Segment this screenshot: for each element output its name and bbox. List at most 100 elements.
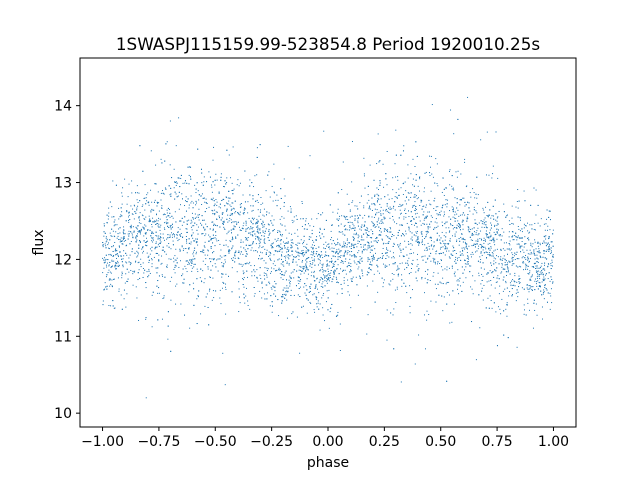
- data-point: [546, 249, 548, 251]
- data-point: [144, 184, 146, 186]
- data-point: [411, 289, 413, 291]
- data-point: [321, 233, 323, 235]
- data-point: [191, 221, 193, 223]
- data-point: [442, 283, 444, 285]
- data-point: [301, 202, 303, 204]
- data-point: [359, 228, 361, 230]
- data-point: [511, 217, 513, 219]
- data-point: [434, 258, 436, 260]
- data-point: [195, 242, 197, 244]
- data-point: [424, 277, 426, 279]
- data-point: [217, 270, 219, 272]
- data-point: [402, 248, 404, 250]
- data-point: [257, 227, 259, 229]
- data-point: [160, 263, 162, 265]
- data-point: [102, 257, 104, 259]
- data-point: [310, 246, 312, 248]
- data-point: [327, 263, 329, 265]
- data-point: [298, 255, 300, 257]
- data-point: [285, 287, 287, 289]
- data-point: [459, 240, 461, 242]
- data-point: [496, 267, 498, 269]
- data-point: [109, 232, 111, 234]
- data-point: [156, 205, 158, 207]
- data-point: [405, 262, 407, 264]
- data-point: [455, 262, 457, 264]
- data-point: [157, 225, 159, 227]
- data-point: [103, 267, 105, 269]
- data-point: [373, 273, 375, 275]
- data-point: [262, 214, 264, 216]
- data-point: [119, 239, 121, 241]
- data-point: [389, 231, 391, 233]
- data-point: [259, 290, 261, 292]
- data-point: [454, 211, 456, 213]
- data-point: [487, 201, 489, 203]
- data-point: [432, 176, 434, 178]
- data-point: [321, 283, 323, 285]
- data-point: [143, 197, 145, 199]
- data-point: [373, 240, 375, 242]
- data-point: [372, 222, 374, 224]
- data-point: [127, 196, 129, 198]
- data-point: [531, 266, 533, 268]
- data-point: [544, 264, 545, 266]
- data-point: [517, 291, 519, 293]
- data-point: [306, 312, 308, 314]
- data-point: [273, 163, 275, 165]
- data-point: [521, 241, 523, 242]
- data-point: [517, 235, 519, 237]
- data-point: [119, 227, 121, 229]
- data-point: [293, 277, 295, 279]
- data-point: [359, 259, 361, 261]
- data-point: [189, 259, 190, 261]
- data-point: [204, 305, 206, 307]
- data-point: [461, 221, 463, 223]
- data-point: [288, 279, 290, 281]
- data-point: [527, 256, 529, 258]
- data-point: [207, 250, 209, 252]
- data-point: [326, 275, 328, 277]
- data-point: [514, 285, 516, 287]
- data-point: [331, 247, 333, 249]
- data-point: [393, 348, 395, 350]
- data-point: [199, 222, 201, 224]
- data-point: [125, 239, 127, 241]
- data-point: [212, 181, 214, 183]
- data-point: [255, 200, 257, 202]
- data-point: [170, 195, 172, 197]
- data-point: [109, 271, 111, 273]
- data-point: [485, 307, 487, 309]
- data-point: [524, 225, 526, 227]
- data-point: [496, 224, 498, 226]
- data-point: [179, 249, 181, 251]
- data-point: [257, 209, 259, 211]
- data-point: [309, 286, 311, 288]
- data-point: [239, 253, 241, 255]
- data-point: [185, 268, 187, 270]
- data-point: [378, 198, 380, 200]
- data-point: [151, 246, 153, 248]
- data-point: [460, 173, 462, 175]
- data-point: [421, 208, 423, 210]
- data-point: [401, 224, 403, 226]
- data-point: [364, 244, 366, 246]
- data-point: [249, 261, 251, 263]
- data-point: [350, 263, 352, 265]
- data-point: [506, 274, 507, 276]
- data-point: [545, 245, 547, 247]
- data-point: [426, 230, 428, 232]
- data-point: [295, 285, 297, 287]
- data-point: [366, 236, 368, 238]
- data-point: [462, 197, 464, 199]
- data-point: [122, 187, 124, 189]
- data-point: [132, 226, 134, 228]
- data-point: [280, 246, 282, 248]
- data-point: [253, 217, 255, 219]
- data-point: [335, 251, 337, 253]
- data-point: [108, 305, 110, 307]
- data-point: [461, 233, 463, 235]
- data-point: [410, 252, 412, 254]
- data-point: [163, 213, 165, 215]
- data-point: [223, 221, 225, 223]
